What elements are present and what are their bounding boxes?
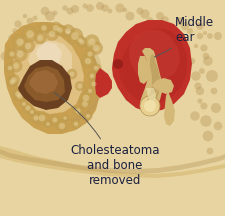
Circle shape [82, 3, 88, 9]
Circle shape [45, 11, 55, 21]
Circle shape [206, 70, 218, 82]
Circle shape [57, 27, 63, 33]
Circle shape [101, 4, 109, 12]
Circle shape [31, 113, 41, 123]
Circle shape [67, 69, 77, 79]
Circle shape [26, 30, 34, 38]
Circle shape [5, 64, 15, 73]
Circle shape [79, 98, 91, 110]
Text: Middle
ear: Middle ear [155, 16, 214, 57]
Circle shape [85, 49, 95, 59]
Circle shape [144, 100, 156, 112]
Polygon shape [0, 146, 225, 178]
Circle shape [202, 131, 213, 141]
Circle shape [49, 31, 55, 37]
Polygon shape [0, 0, 225, 112]
Circle shape [108, 9, 112, 13]
Circle shape [126, 11, 135, 21]
Circle shape [63, 116, 67, 120]
Circle shape [59, 123, 65, 129]
Polygon shape [155, 0, 225, 164]
Circle shape [66, 30, 70, 34]
Polygon shape [148, 54, 160, 104]
Polygon shape [119, 28, 187, 104]
Polygon shape [129, 30, 180, 82]
Circle shape [79, 91, 93, 105]
Circle shape [197, 33, 203, 39]
Circle shape [7, 49, 17, 59]
Circle shape [113, 59, 123, 69]
Polygon shape [164, 91, 175, 126]
Circle shape [176, 17, 184, 25]
Circle shape [27, 17, 34, 24]
Circle shape [94, 66, 98, 70]
Circle shape [39, 115, 45, 121]
Circle shape [115, 3, 125, 13]
Polygon shape [146, 90, 158, 108]
Circle shape [136, 8, 144, 14]
Circle shape [10, 60, 22, 72]
Polygon shape [4, 22, 100, 134]
Circle shape [89, 79, 99, 89]
Circle shape [13, 35, 27, 49]
Circle shape [88, 38, 96, 46]
Polygon shape [64, 48, 103, 121]
Circle shape [16, 38, 24, 46]
Circle shape [75, 81, 85, 91]
Circle shape [189, 58, 195, 64]
Circle shape [62, 115, 68, 121]
Circle shape [41, 25, 47, 31]
Circle shape [84, 112, 92, 120]
Circle shape [96, 2, 104, 10]
Circle shape [52, 118, 57, 122]
Circle shape [67, 28, 83, 44]
Circle shape [88, 71, 96, 80]
Circle shape [211, 87, 217, 94]
Circle shape [25, 43, 31, 49]
Circle shape [200, 102, 207, 110]
Circle shape [200, 44, 207, 52]
Circle shape [33, 16, 38, 21]
Circle shape [190, 111, 200, 121]
Circle shape [45, 121, 52, 127]
Circle shape [15, 91, 25, 102]
Circle shape [203, 31, 207, 35]
Circle shape [88, 89, 92, 93]
Polygon shape [29, 70, 58, 94]
Circle shape [86, 87, 94, 95]
Circle shape [70, 71, 74, 76]
Circle shape [16, 50, 24, 58]
Polygon shape [140, 48, 162, 108]
Circle shape [35, 111, 49, 125]
Circle shape [9, 79, 15, 85]
Circle shape [62, 25, 74, 37]
Polygon shape [95, 68, 112, 98]
Circle shape [88, 51, 92, 57]
Circle shape [71, 5, 79, 13]
Circle shape [13, 63, 19, 69]
Polygon shape [0, 146, 225, 216]
Circle shape [191, 71, 201, 81]
Circle shape [22, 102, 26, 106]
Circle shape [5, 43, 11, 49]
Circle shape [50, 115, 60, 125]
Circle shape [64, 29, 72, 36]
Circle shape [65, 28, 71, 34]
Circle shape [25, 105, 31, 111]
Circle shape [8, 66, 12, 70]
Circle shape [78, 38, 82, 42]
Circle shape [8, 74, 20, 86]
Circle shape [28, 108, 36, 116]
Circle shape [202, 53, 209, 59]
Circle shape [207, 33, 213, 39]
Circle shape [140, 9, 150, 19]
Circle shape [81, 54, 94, 67]
Polygon shape [112, 20, 192, 112]
Circle shape [196, 87, 204, 95]
Circle shape [20, 100, 28, 108]
Polygon shape [13, 32, 84, 114]
Circle shape [92, 82, 96, 86]
Circle shape [166, 22, 173, 30]
Circle shape [0, 51, 9, 60]
